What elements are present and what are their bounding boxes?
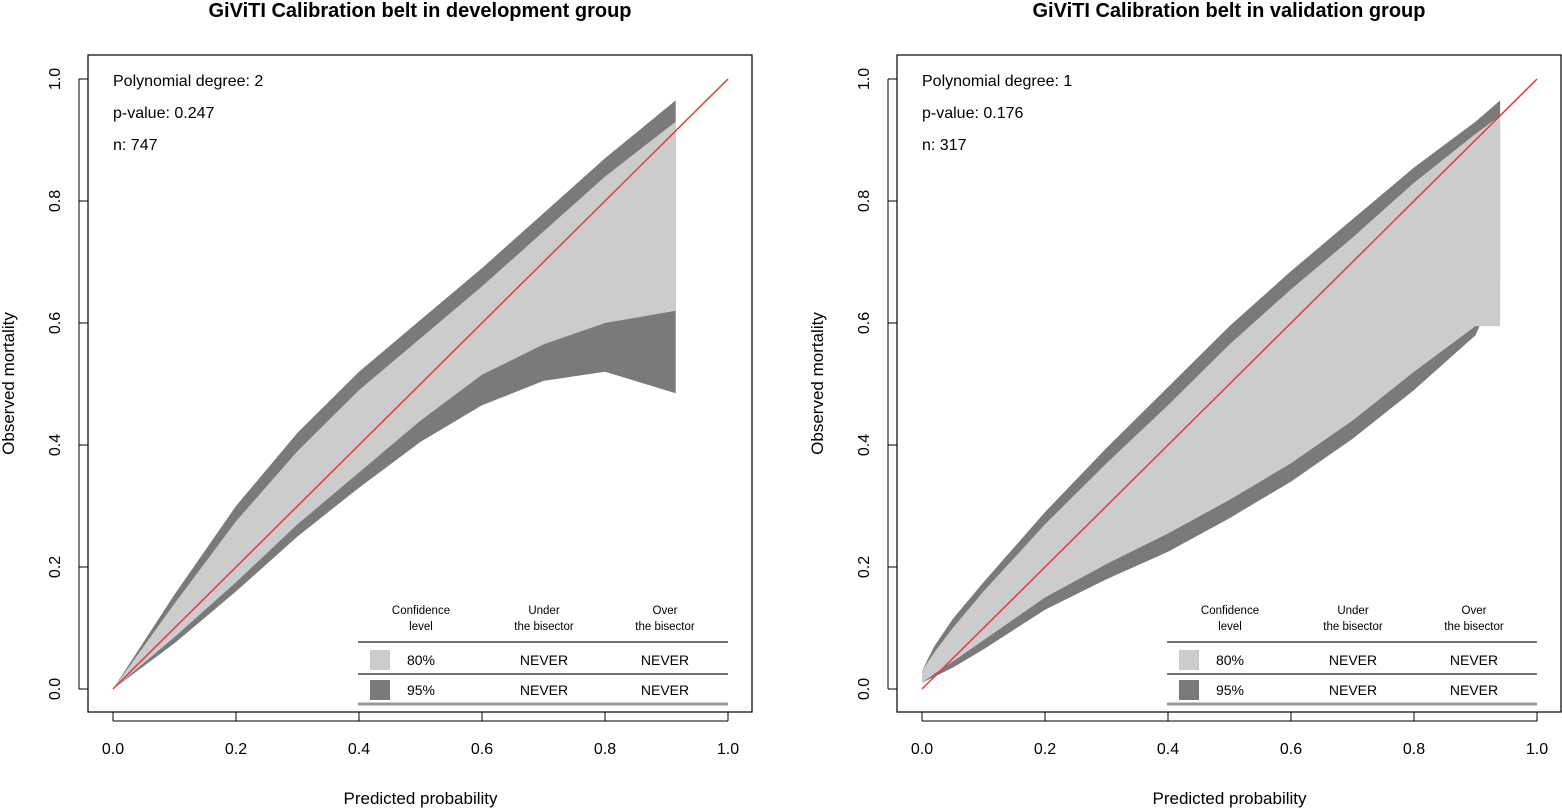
legend-over: NEVER bbox=[641, 682, 689, 698]
legend-level: 80% bbox=[1216, 652, 1244, 668]
legend-header-line1: Over bbox=[1462, 605, 1487, 617]
x-tick-label: 1.0 bbox=[1526, 741, 1548, 758]
legend-swatch-80pct bbox=[1179, 650, 1199, 670]
y-tick-label: 0.6 bbox=[47, 312, 64, 334]
legend-header-line2: level bbox=[1218, 621, 1242, 633]
y-axis-label: Observed mortality bbox=[808, 312, 827, 455]
y-tick-label: 0.4 bbox=[47, 434, 64, 456]
legend-header-line2: level bbox=[409, 621, 433, 633]
y-axis-label: Observed mortality bbox=[0, 312, 18, 455]
legend-header-line1: Under bbox=[1337, 605, 1368, 617]
belt-area-80pct bbox=[922, 115, 1501, 683]
bisector-line bbox=[921, 78, 1538, 690]
legend-under: NEVER bbox=[1329, 652, 1377, 668]
chart-title: GiViTI Calibration belt in validation gr… bbox=[1033, 0, 1426, 22]
x-tick-label: 0.4 bbox=[348, 741, 370, 758]
y-tick-label: 0.0 bbox=[856, 678, 873, 700]
y-tick-label: 0.6 bbox=[856, 312, 873, 334]
legend-over: NEVER bbox=[1450, 652, 1498, 668]
y-tick-label: 1.0 bbox=[47, 68, 64, 90]
stat-text-3: n: 317 bbox=[922, 137, 967, 154]
x-tick-label: 1.0 bbox=[717, 741, 739, 758]
x-tick-label: 0.2 bbox=[1034, 741, 1056, 758]
legend-header-line2: the bisector bbox=[635, 621, 695, 633]
y-tick-label: 0.0 bbox=[47, 678, 64, 700]
legend-over: NEVER bbox=[1450, 682, 1498, 698]
legend-swatch-80pct bbox=[370, 650, 390, 670]
x-tick-label: 0.0 bbox=[102, 741, 124, 758]
legend-swatch-95pct bbox=[1179, 680, 1199, 700]
legend-under: NEVER bbox=[520, 652, 568, 668]
x-tick-label: 0.6 bbox=[1280, 741, 1302, 758]
x-tick-label: 0.8 bbox=[1403, 741, 1425, 758]
legend-swatch-95pct bbox=[370, 680, 390, 700]
x-tick-label: 0.6 bbox=[471, 741, 493, 758]
legend-header-line2: the bisector bbox=[514, 621, 574, 633]
x-tick-label: 0.8 bbox=[594, 741, 616, 758]
y-tick-label: 0.2 bbox=[856, 556, 873, 578]
legend-header-line1: Over bbox=[653, 605, 678, 617]
legend-header-line1: Confidence bbox=[1201, 605, 1259, 617]
legend-under: NEVER bbox=[1329, 682, 1377, 698]
legend-header-line1: Confidence bbox=[392, 605, 450, 617]
y-tick-label: 0.8 bbox=[856, 190, 873, 212]
legend-level: 80% bbox=[407, 652, 435, 668]
x-tick-label: 0.4 bbox=[1157, 741, 1179, 758]
x-tick-label: 0.0 bbox=[911, 741, 933, 758]
legend-over: NEVER bbox=[641, 652, 689, 668]
chart-panel-1: GiViTI Calibration belt in development g… bbox=[0, 0, 753, 808]
stat-text-1: Polynomial degree: 1 bbox=[922, 73, 1072, 90]
y-tick-label: 1.0 bbox=[856, 68, 873, 90]
legend-header-line2: the bisector bbox=[1323, 621, 1383, 633]
legend-header-line2: the bisector bbox=[1444, 621, 1504, 633]
stat-text-2: p-value: 0.176 bbox=[922, 105, 1024, 122]
x-axis-label: Predicted probability bbox=[1152, 789, 1307, 808]
stat-text-3: n: 747 bbox=[113, 137, 158, 154]
plot-frame bbox=[87, 54, 753, 713]
y-tick-label: 0.4 bbox=[856, 434, 873, 456]
y-tick-label: 0.2 bbox=[47, 556, 64, 578]
x-axis-label: Predicted probability bbox=[343, 789, 498, 808]
bisector-line bbox=[112, 78, 729, 690]
legend-header-line1: Under bbox=[528, 605, 559, 617]
belt-area-80pct bbox=[113, 121, 676, 689]
chart-title: GiViTI Calibration belt in development g… bbox=[209, 0, 632, 22]
legend-under: NEVER bbox=[520, 682, 568, 698]
y-tick-label: 0.8 bbox=[47, 190, 64, 212]
stat-text-1: Polynomial degree: 2 bbox=[113, 73, 263, 90]
x-tick-label: 0.2 bbox=[225, 741, 247, 758]
stat-text-2: p-value: 0.247 bbox=[113, 105, 215, 122]
legend-level: 95% bbox=[1216, 682, 1244, 698]
chart-panel-2: GiViTI Calibration belt in validation gr… bbox=[808, 0, 1562, 808]
legend-level: 95% bbox=[407, 682, 435, 698]
plot-frame bbox=[896, 54, 1562, 713]
